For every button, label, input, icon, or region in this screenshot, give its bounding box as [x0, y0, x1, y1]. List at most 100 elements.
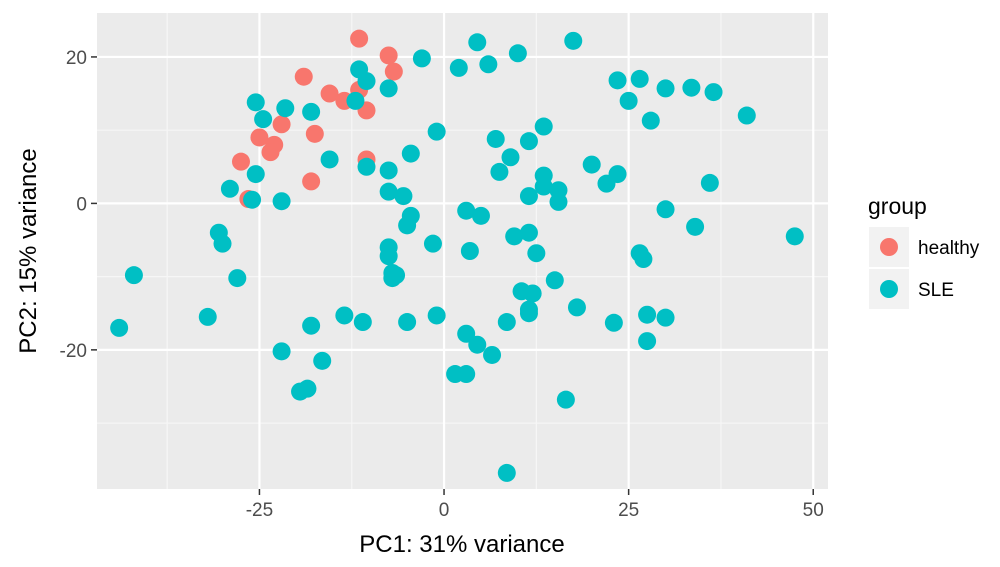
point-sle	[449, 58, 468, 77]
point-sle	[427, 306, 446, 325]
point-sle	[505, 227, 524, 246]
point-sle	[398, 313, 417, 332]
point-sle	[335, 306, 354, 325]
x-tick-label: -25	[246, 500, 273, 521]
point-sle	[519, 187, 538, 206]
data-points	[110, 29, 804, 482]
point-sle	[483, 345, 502, 364]
legend-title: group	[868, 193, 927, 219]
point-sle	[785, 227, 804, 246]
point-sle	[383, 269, 402, 288]
point-sle	[254, 110, 273, 129]
point-sle	[519, 223, 538, 242]
point-sle	[423, 234, 442, 253]
point-healthy	[294, 67, 313, 86]
point-sle	[427, 122, 446, 141]
point-sle	[641, 111, 660, 130]
point-sle	[460, 242, 479, 260]
point-sle	[457, 365, 476, 384]
point-sle	[608, 71, 627, 90]
point-sle	[490, 162, 509, 181]
point-sle	[534, 177, 553, 196]
major-grid	[97, 13, 828, 489]
point-sle	[682, 78, 701, 97]
point-sle	[110, 318, 129, 337]
y-axis: -20 0 20	[60, 48, 97, 362]
point-sle	[700, 173, 719, 192]
point-sle	[656, 308, 675, 327]
point-sle	[686, 217, 705, 236]
point-sle	[357, 157, 376, 176]
point-sle	[737, 106, 756, 125]
point-sle	[479, 55, 498, 74]
point-sle	[468, 33, 487, 52]
point-sle	[302, 102, 321, 121]
point-sle	[298, 379, 317, 398]
point-healthy	[272, 115, 291, 134]
point-sle	[246, 93, 265, 112]
point-sle	[497, 313, 516, 332]
point-sle	[638, 332, 657, 351]
point-sle	[379, 79, 398, 98]
point-healthy	[379, 46, 398, 65]
y-tick-label: 0	[76, 194, 87, 215]
point-sle	[412, 49, 431, 68]
point-sle	[457, 201, 476, 220]
y-axis-title: PC2: 15% variance	[15, 148, 42, 353]
point-healthy	[305, 124, 324, 143]
point-sle	[357, 72, 376, 91]
point-sle	[213, 234, 232, 253]
point-sle	[457, 324, 476, 343]
point-sle	[527, 244, 546, 263]
point-sle	[398, 216, 417, 235]
legend: group healthy SLE	[868, 193, 980, 309]
point-sle	[379, 247, 398, 266]
point-sle	[634, 250, 653, 269]
legend-label-healthy: healthy	[918, 238, 980, 259]
point-sle	[656, 200, 675, 219]
point-sle	[549, 192, 568, 211]
point-sle	[198, 307, 217, 326]
point-sle	[246, 165, 265, 184]
point-sle	[124, 266, 143, 285]
point-healthy	[302, 172, 321, 191]
point-healthy	[250, 128, 269, 147]
point-healthy	[384, 62, 403, 81]
point-sle	[302, 316, 321, 335]
y-tick-label: 20	[66, 48, 87, 69]
y-tick-label: -20	[60, 341, 87, 362]
point-sle	[320, 150, 339, 169]
point-healthy	[231, 152, 250, 171]
legend-key-sle	[880, 280, 898, 298]
point-sle	[523, 284, 542, 303]
legend-key-healthy	[880, 238, 898, 256]
x-tick-label: 50	[803, 500, 824, 521]
point-sle	[276, 99, 295, 118]
x-tick-label: 0	[439, 500, 450, 521]
point-sle	[379, 182, 398, 201]
point-sle	[313, 351, 332, 370]
point-sle	[272, 192, 291, 211]
point-sle	[468, 335, 487, 354]
point-sle	[394, 187, 413, 206]
point-sle	[638, 305, 657, 324]
x-tick-label: 25	[618, 500, 639, 521]
point-sle	[704, 83, 723, 102]
point-sle	[604, 313, 623, 332]
point-sle	[656, 79, 675, 98]
point-sle	[243, 190, 262, 209]
point-healthy	[261, 143, 280, 162]
x-axis-title: PC1: 31% variance	[359, 531, 564, 558]
point-sle	[353, 313, 372, 332]
point-sle	[401, 144, 420, 163]
point-sle	[519, 132, 538, 151]
point-sle	[471, 206, 490, 225]
point-sle	[220, 179, 239, 198]
point-sle	[379, 161, 398, 180]
point-sle	[497, 463, 516, 482]
point-sle	[272, 342, 291, 361]
point-sle	[346, 91, 365, 110]
point-sle	[501, 148, 520, 167]
point-sle	[582, 155, 601, 174]
